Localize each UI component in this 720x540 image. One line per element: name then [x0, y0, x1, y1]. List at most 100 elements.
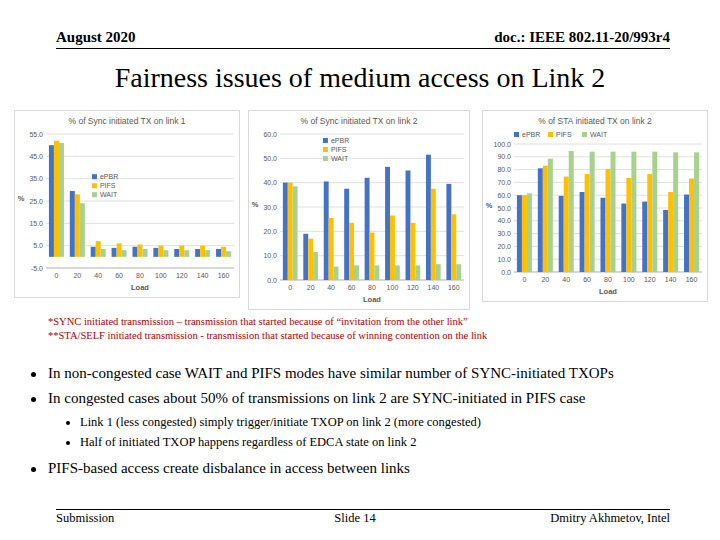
footer-left: Submission — [56, 511, 114, 526]
x-tick-label: 120 — [176, 272, 188, 279]
bar — [80, 203, 85, 257]
x-tick-label: 40 — [327, 284, 335, 291]
legend-swatch — [514, 132, 519, 137]
x-tick-label: 60 — [115, 272, 123, 279]
sub-bullet-text: Link 1 (less congested) simply trigger/i… — [80, 415, 481, 430]
bar — [642, 202, 647, 272]
bullet-text: PIFS-based access create disbalance in a… — [48, 460, 410, 477]
bar — [517, 195, 522, 272]
bar — [96, 241, 101, 257]
bar — [344, 189, 349, 280]
y-tick-label: 50.0 — [497, 205, 511, 212]
bar — [153, 248, 158, 257]
x-tick-label: 100 — [387, 284, 399, 291]
bar — [137, 245, 142, 257]
bar — [605, 169, 610, 272]
x-tick-label: 40 — [562, 276, 570, 283]
bar — [538, 168, 543, 272]
chart-title: % of Sync initiated TX on link 2 — [300, 116, 417, 126]
y-tick-label: 0.0 — [267, 277, 277, 284]
y-tick-label: 50.0 — [263, 155, 277, 162]
legend-label: ePBR — [100, 173, 118, 180]
header-right: doc.: IEEE 802.11-20/993r4 — [494, 29, 670, 46]
grid-line — [280, 207, 464, 208]
bar — [122, 250, 127, 257]
legend: ePBRPIFSWAIT — [323, 137, 349, 162]
chart-frame — [249, 111, 470, 310]
grid-line — [46, 178, 234, 179]
bar — [431, 189, 436, 280]
bullet-text: In non-congested case WAIT and PIFS mode… — [48, 365, 614, 382]
sub-bullet-dot — [66, 421, 70, 425]
y-tick-label: 40.0 — [497, 217, 511, 224]
legend-label: ePBR — [522, 131, 540, 138]
bar — [580, 192, 585, 272]
x-tick-label: 80 — [368, 284, 376, 291]
header-left: August 2020 — [56, 29, 136, 46]
x-tick-label: 80 — [604, 276, 612, 283]
y-tick-label: 15.0 — [29, 220, 43, 227]
bar — [611, 152, 616, 272]
x-tick-label: 160 — [448, 284, 460, 291]
legend-label: PIFS — [331, 146, 347, 153]
x-tick-label: 100 — [155, 272, 167, 279]
x-tick-label: 20 — [541, 276, 549, 283]
bar — [303, 234, 308, 280]
x-tick-label: 160 — [686, 276, 698, 283]
bar — [410, 223, 415, 280]
legend-label: WAIT — [590, 131, 608, 138]
sub-bullet-text: Half of initiated TXOP happens regardles… — [80, 435, 416, 450]
x-tick-label: 140 — [427, 284, 439, 291]
bar — [673, 152, 678, 272]
y-tick-label: 10.0 — [497, 256, 511, 263]
grid-line — [46, 156, 234, 157]
bar — [663, 210, 668, 272]
bar — [54, 141, 59, 257]
legend-label: PIFS — [556, 131, 572, 138]
bar — [527, 193, 532, 272]
bar — [49, 145, 54, 257]
bar — [365, 178, 370, 280]
y-tick-label: 45.0 — [29, 153, 43, 160]
x-axis-label: Load — [363, 295, 381, 304]
bar — [205, 250, 210, 257]
bar — [70, 191, 75, 257]
legend-label: ePBR — [331, 137, 349, 144]
legend-swatch — [323, 156, 328, 161]
chart: % of Sync initiated TX on link 20.010.02… — [248, 110, 470, 310]
bar — [334, 267, 339, 280]
grid-line — [280, 134, 464, 135]
x-tick-label: 100 — [623, 276, 635, 283]
bar — [626, 178, 631, 272]
bar — [216, 249, 221, 257]
bar — [143, 249, 148, 257]
bar — [184, 250, 189, 257]
x-tick-label: 40 — [94, 272, 102, 279]
bar — [308, 239, 313, 280]
bar — [569, 151, 574, 272]
x-tick-label: 20 — [73, 272, 81, 279]
slide-title: Fairness issues of medium access on Link… — [0, 62, 720, 94]
footer-center: Slide 14 — [310, 511, 400, 526]
bar — [117, 243, 122, 256]
bar — [689, 179, 694, 272]
bar — [436, 264, 441, 280]
y-tick-label: 0.0 — [501, 269, 511, 276]
bar — [684, 195, 689, 272]
x-tick-label: 0 — [54, 272, 58, 279]
bar — [374, 265, 379, 280]
legend-swatch — [323, 147, 328, 152]
bar — [668, 192, 673, 272]
grid-line — [46, 268, 234, 269]
grid-line — [280, 182, 464, 183]
bar — [548, 159, 553, 272]
bar — [585, 174, 590, 272]
y-axis-label: % — [18, 194, 25, 203]
y-tick-label: 5.0 — [33, 242, 43, 249]
x-tick-label: 140 — [197, 272, 209, 279]
y-tick-label: 35.0 — [29, 175, 43, 182]
bar — [543, 166, 548, 272]
bar — [652, 152, 657, 272]
bar — [559, 196, 564, 272]
chart: % of Sync initiated TX on link 1-5.05.01… — [14, 110, 240, 298]
